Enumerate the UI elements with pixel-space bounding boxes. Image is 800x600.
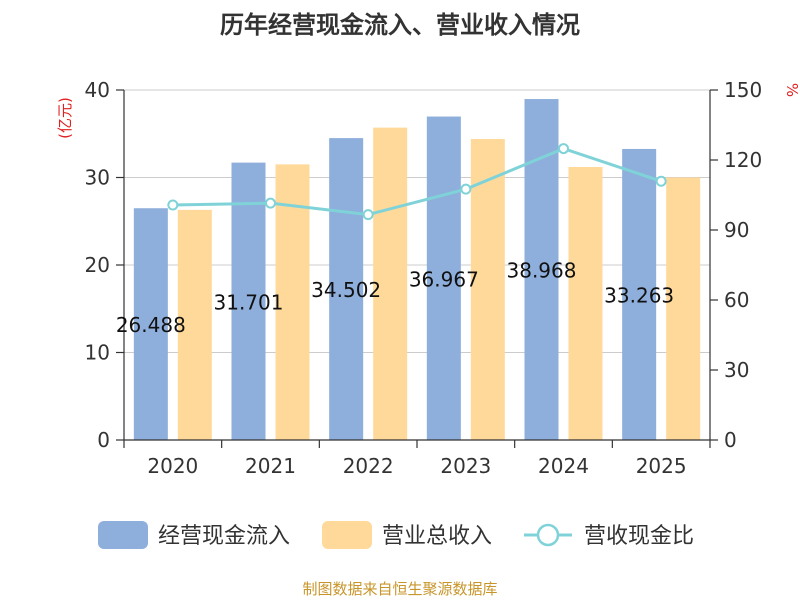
left-axis-tick-label: 20 xyxy=(85,253,110,277)
line-point xyxy=(460,183,472,195)
bar xyxy=(231,162,266,440)
legend-swatch-marker xyxy=(536,523,560,547)
bar xyxy=(329,138,364,441)
data-label: 31.701 xyxy=(214,290,284,314)
left-axis-tick-label: 40 xyxy=(85,78,110,102)
legend-label: 营收现金比 xyxy=(584,524,694,549)
source-note: 制图数据来自恒生聚源数据库 xyxy=(302,580,497,598)
line-point xyxy=(655,175,667,187)
bar xyxy=(524,99,559,440)
legend-label: 经营现金流入 xyxy=(158,524,290,549)
x-axis-tick-label: 2023 xyxy=(440,454,491,478)
right-axis-tick-label: 30 xyxy=(724,358,749,382)
left-axis-tick-label: 0 xyxy=(97,428,110,452)
x-axis-tick-label: 2025 xyxy=(636,454,687,478)
right-axis-tick-label: 150 xyxy=(724,78,762,102)
bar xyxy=(373,127,408,440)
left-axis-tick-label: 10 xyxy=(85,341,110,365)
data-label: 34.502 xyxy=(311,278,381,302)
bar xyxy=(568,167,603,440)
chart-title: 历年经营现金流入、营业收入情况 xyxy=(220,11,580,39)
left-axis-tick-label: 30 xyxy=(85,166,110,190)
bar xyxy=(177,209,212,440)
line-path xyxy=(172,146,662,217)
x-axis-tick-label: 2021 xyxy=(245,454,296,478)
data-label: 38.968 xyxy=(507,259,577,283)
line-point xyxy=(167,199,179,211)
x-axis-tick-label: 2022 xyxy=(343,454,394,478)
right-axis-tick-label: 60 xyxy=(724,288,749,312)
data-labels: 26.488 31.701 34.502 36.967 38.968 33.263 xyxy=(116,259,674,338)
legend-swatch xyxy=(322,521,372,549)
legend: 经营现金流入 营业总收入 营收现金比 xyxy=(98,521,694,549)
x-axis-tick-label: 2024 xyxy=(538,454,589,478)
line-point xyxy=(362,209,374,221)
bar xyxy=(622,148,657,441)
data-label: 33.263 xyxy=(604,283,674,307)
gridlines xyxy=(124,89,710,441)
right-axis-tick-label: 90 xyxy=(724,218,749,242)
right-axis-tick-label: 0 xyxy=(724,428,737,452)
line-point xyxy=(558,143,569,155)
legend-label: 营业总收入 xyxy=(382,524,492,549)
line-series xyxy=(167,143,667,221)
x-axis-tick-label: 2020 xyxy=(147,454,198,478)
bar xyxy=(666,177,701,440)
bar-series xyxy=(133,99,701,441)
legend-swatch xyxy=(98,521,148,549)
data-label: 26.488 xyxy=(116,313,186,337)
bar xyxy=(426,116,461,440)
bar xyxy=(275,164,310,440)
right-axis-unit: % xyxy=(783,83,800,97)
bar xyxy=(133,208,168,440)
bar xyxy=(470,139,505,440)
line-point xyxy=(265,197,276,209)
left-axis-unit: (亿元) xyxy=(56,97,74,139)
right-axis-tick-label: 120 xyxy=(724,148,762,172)
axes: 0 10 20 30 40 0 30 60 90 120 150 (亿元)% 2020 2021 2022 2… xyxy=(56,78,800,478)
data-label: 36.967 xyxy=(409,267,479,291)
